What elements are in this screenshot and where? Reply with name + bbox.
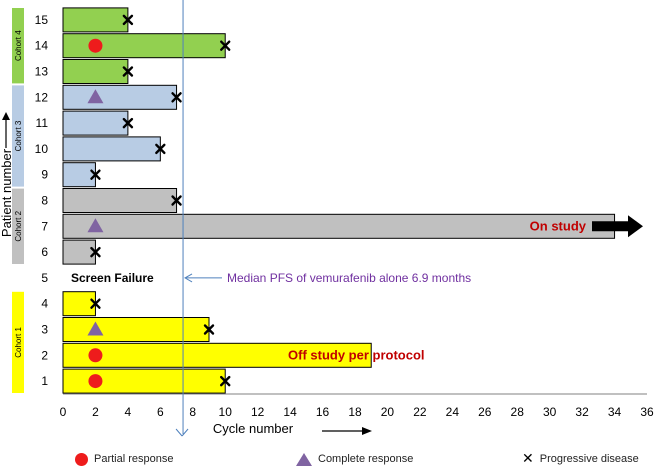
y-tick-label: 12	[35, 90, 49, 104]
median-pfs-line-arrowhead	[175, 428, 189, 437]
x-tick-label: 6	[157, 405, 164, 419]
cohort-label: Cohort 2	[14, 210, 23, 241]
progressive-disease-marker	[220, 40, 231, 51]
x-tick-label: 12	[251, 405, 265, 419]
progressive-disease-marker	[90, 246, 101, 258]
x-tick-label: 24	[446, 405, 460, 419]
patient-bar	[62, 213, 616, 239]
legend-progressive-label: Progressive disease	[539, 453, 639, 465]
y-tick-label: 4	[41, 297, 48, 311]
on-study-label: On study	[530, 218, 587, 233]
x-tick-label: 14	[283, 405, 297, 419]
progressive-disease-marker	[122, 14, 134, 26]
progressive-disease-marker	[90, 169, 101, 180]
x-tick-label: 36	[640, 405, 654, 419]
x-tick-label: 20	[381, 405, 395, 419]
patient-bar	[62, 162, 96, 188]
x-tick-label: 0	[60, 405, 67, 419]
median-pfs-pointer-head	[184, 273, 193, 283]
y-tick-label: 9	[41, 168, 48, 182]
y-tick-label: 15	[35, 13, 49, 27]
patient-bar	[62, 110, 129, 136]
progressive-disease-legend-icon: ✕	[522, 451, 534, 467]
progressive-disease-marker	[203, 324, 215, 335]
patient-bar	[62, 188, 178, 213]
legend-partial-label: Partial response	[94, 453, 174, 465]
legend-progressive: ✕ Progressive disease	[522, 450, 639, 468]
complete-response-marker	[87, 321, 104, 336]
progressive-disease-marker	[171, 195, 182, 206]
x-axis-title: Cycle number	[213, 421, 294, 436]
patient-bar	[62, 317, 210, 342]
x-tick-label: 34	[608, 405, 622, 419]
partial-response-marker	[88, 38, 103, 53]
progressive-disease-marker	[171, 92, 182, 103]
progressive-disease-marker	[122, 117, 134, 129]
swimmer-plot: Cohort 1 Cohort 2 Cohort 3 Cohort 4 Patient…	[0, 0, 654, 437]
patient-bar	[62, 7, 129, 33]
partial-response-marker	[88, 374, 103, 389]
cohort-strip	[12, 291, 24, 393]
cohort-label: Cohort 1	[14, 327, 23, 358]
on-study-arrow	[592, 215, 643, 238]
patient-bar	[62, 291, 96, 317]
cohort-label: Cohort 4	[14, 30, 23, 61]
y-axis-title: Patient number	[0, 148, 14, 237]
legend-complete: Complete response	[296, 450, 413, 468]
progressive-disease-marker	[122, 66, 134, 77]
partial-response-marker	[88, 348, 103, 363]
patient-bar	[62, 368, 226, 394]
y-axis-arrow-head	[2, 112, 10, 120]
x-tick-label: 32	[575, 405, 589, 419]
x-tick-label: 26	[478, 405, 492, 419]
patient-bar	[62, 33, 226, 59]
y-tick-label: 14	[35, 39, 49, 53]
patient-bar	[62, 239, 96, 265]
y-tick-label: 1	[41, 374, 48, 388]
y-tick-label: 13	[35, 65, 49, 79]
screen-failure-label: Screen Failure	[71, 271, 154, 285]
cohort-label: Cohort 3	[14, 120, 23, 151]
x-tick-label: 4	[125, 405, 132, 419]
progressive-disease-marker	[220, 375, 231, 387]
y-tick-label: 6	[41, 245, 48, 259]
y-tick-label: 11	[36, 116, 49, 130]
y-tick-label: 3	[41, 323, 48, 337]
progressive-disease-marker	[90, 298, 101, 309]
x-tick-label: 30	[543, 405, 557, 419]
progressive-disease-marker	[155, 143, 166, 155]
patient-bar	[62, 84, 178, 110]
complete-response-legend-icon	[296, 452, 312, 466]
patient-bar	[62, 59, 129, 84]
legend-partial: Partial response	[75, 450, 174, 468]
off-study-label: Off study per protocol	[288, 347, 425, 362]
y-tick-label: 2	[41, 348, 48, 362]
patient-bar	[62, 342, 372, 368]
x-axis-arrow-head	[362, 427, 372, 435]
complete-response-marker	[87, 218, 104, 233]
x-tick-label: 28	[511, 405, 525, 419]
cohort-strip	[12, 85, 24, 187]
y-tick-label: 5	[41, 271, 48, 285]
partial-response-legend-icon	[75, 452, 88, 466]
y-tick-label: 8	[41, 194, 48, 208]
x-tick-label: 18	[348, 405, 362, 419]
x-tick-label: 22	[413, 405, 427, 419]
y-tick-label: 10	[35, 142, 49, 156]
patient-bar	[62, 136, 161, 162]
legend-complete-label: Complete response	[318, 453, 414, 465]
x-tick-label: 2	[92, 405, 99, 419]
cohort-strip	[12, 188, 24, 264]
complete-response-marker	[87, 89, 104, 104]
x-tick-label: 16	[316, 405, 330, 419]
x-tick-label: 10	[219, 405, 233, 419]
x-tick-label: 8	[189, 405, 196, 419]
median-pfs-label: Median PFS of vemurafenib alone 6.9 mont…	[227, 271, 471, 285]
cohort-strip	[12, 8, 24, 84]
y-tick-label: 7	[41, 219, 48, 233]
